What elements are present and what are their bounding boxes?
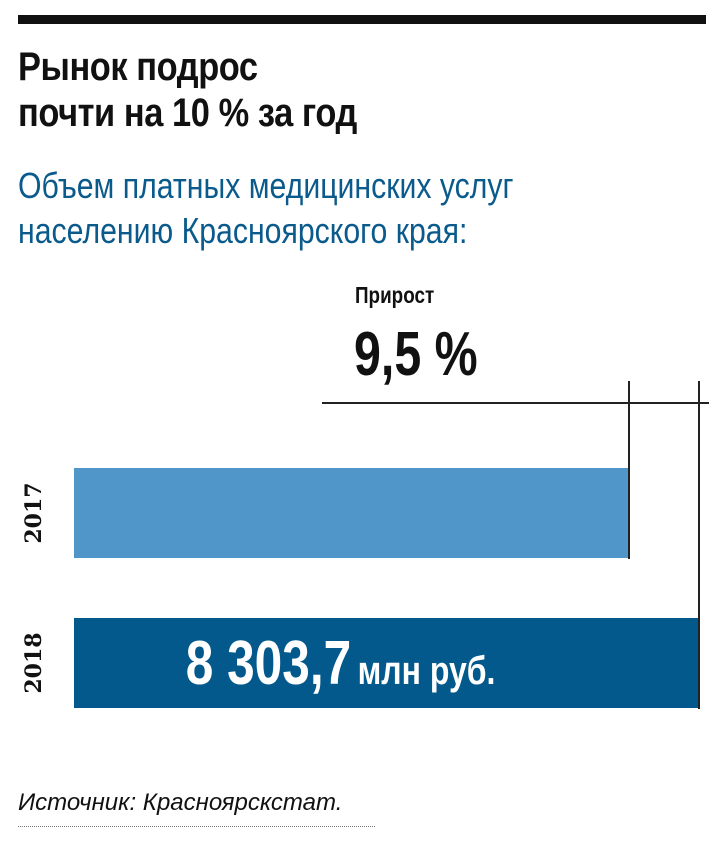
bar-2018-value-label: 8 303,7 млн руб. [186,628,496,699]
title-line-2: почти на 10 % за год [18,91,357,135]
growth-label: Прирост [355,282,435,308]
title-line-1: Рынок подрос [18,45,258,89]
bar-2018-end-marker [698,381,700,709]
year-label-2017: 2017 [21,482,47,544]
growth-value: 9,5 % [354,320,478,389]
subtitle-line-2: населению Красноярского края: [18,210,468,251]
top-rule [18,15,706,24]
chart-subtitle: Объем платных медицинских услуг населени… [18,163,514,253]
bar-2018-value-unit: млн руб. [358,648,496,693]
bar-2018-value-number: 8 303,7 [186,628,352,698]
source-note: Источник: Красноярскстат. [18,789,343,816]
bar-2017 [74,468,628,558]
chart-title: Рынок подрос почти на 10 % за год [18,44,357,136]
bar-2017-end-marker [628,381,630,559]
subtitle-line-1: Объем платных медицинских услуг [18,165,514,206]
bar-2018: 8 303,7 млн руб. [74,618,698,708]
source-dotted-rule [18,826,375,827]
growth-bracket-horizontal-line [322,402,709,404]
year-label-2018: 2018 [21,632,47,694]
